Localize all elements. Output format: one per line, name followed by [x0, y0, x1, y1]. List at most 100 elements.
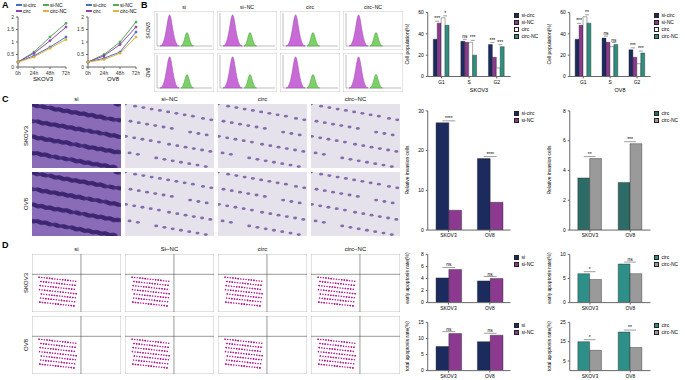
svg-text:*: * — [589, 267, 591, 272]
svg-text:0: 0 — [421, 74, 424, 79]
svg-text:2: 2 — [11, 14, 14, 20]
svg-text:5: 5 — [563, 276, 566, 281]
svg-text:ns: ns — [488, 272, 494, 277]
svg-text:0.5: 0.5 — [77, 51, 84, 57]
svg-text:0.5: 0.5 — [7, 51, 14, 57]
svg-text:SKOV3: SKOV3 — [440, 306, 457, 311]
svg-text:S: S — [608, 80, 612, 85]
svg-text:ns: ns — [603, 31, 609, 36]
svg-text:***: *** — [627, 137, 633, 142]
svg-text:**: ** — [585, 10, 589, 15]
svg-text:0: 0 — [421, 368, 424, 373]
svg-text:2: 2 — [421, 288, 424, 293]
svg-text:8: 8 — [421, 252, 424, 257]
svg-text:OV8: OV8 — [485, 234, 495, 239]
svg-text:40: 40 — [418, 32, 424, 37]
svg-text:2: 2 — [563, 198, 566, 203]
svg-text:ns: ns — [627, 257, 633, 262]
svg-text:Relative invasion cells: Relative invasion cells — [546, 145, 552, 195]
svg-text:OV8: OV8 — [485, 306, 495, 311]
svg-text:6: 6 — [421, 264, 424, 269]
svg-text:1.5: 1.5 — [77, 26, 84, 32]
svg-text:5: 5 — [563, 359, 566, 364]
svg-text:G1: G1 — [580, 80, 587, 85]
svg-text:4: 4 — [421, 276, 424, 281]
svg-text:48h: 48h — [46, 70, 55, 76]
svg-text:SKOV3: SKOV3 — [145, 22, 151, 39]
svg-text:ns: ns — [446, 327, 452, 332]
svg-text:24h: 24h — [100, 70, 109, 76]
svg-text:1.5: 1.5 — [7, 26, 14, 32]
svg-text:****: **** — [486, 152, 494, 157]
svg-text:0: 0 — [11, 64, 14, 70]
svg-text:24h: 24h — [30, 70, 39, 76]
svg-text:4: 4 — [563, 168, 566, 173]
svg-text:1: 1 — [11, 39, 14, 45]
svg-text:15: 15 — [560, 339, 566, 344]
svg-text:60: 60 — [418, 10, 424, 15]
svg-text:8: 8 — [563, 109, 566, 114]
svg-text:OV8: OV8 — [23, 338, 29, 351]
svg-text:OV8: OV8 — [625, 234, 635, 239]
svg-text:*: * — [444, 11, 446, 16]
svg-text:OV8: OV8 — [485, 374, 495, 379]
svg-text:***: *** — [434, 16, 440, 21]
svg-text:G2: G2 — [634, 80, 641, 85]
svg-text:***: *** — [470, 35, 476, 40]
svg-text:***: *** — [489, 38, 495, 43]
svg-text:OV8: OV8 — [625, 306, 635, 311]
svg-text:total apoptosis rate(%): total apoptosis rate(%) — [546, 321, 552, 371]
svg-text:0: 0 — [81, 64, 84, 70]
svg-text:48h: 48h — [116, 70, 125, 76]
svg-text:0: 0 — [421, 228, 424, 233]
svg-text:**: ** — [588, 152, 592, 157]
svg-text:ns: ns — [462, 34, 468, 39]
svg-text:SKOV3: SKOV3 — [23, 272, 29, 293]
svg-text:30: 30 — [418, 109, 424, 114]
svg-text:72h: 72h — [132, 70, 140, 76]
svg-text:ns: ns — [446, 262, 452, 267]
svg-text:0h: 0h — [15, 70, 21, 76]
svg-text:early apoptosis rate(%): early apoptosis rate(%) — [546, 252, 552, 304]
svg-text:***: *** — [576, 18, 582, 23]
svg-text:20: 20 — [560, 53, 566, 58]
svg-text:G1: G1 — [438, 80, 445, 85]
svg-text:SKOV3: SKOV3 — [23, 125, 29, 146]
svg-text:25: 25 — [560, 320, 566, 325]
svg-text:**: ** — [628, 325, 632, 330]
svg-text:SKOV3: SKOV3 — [440, 374, 457, 379]
svg-text:10: 10 — [418, 188, 424, 193]
svg-text:1: 1 — [81, 39, 84, 45]
svg-text:0h: 0h — [85, 70, 91, 76]
svg-text:early apoptosis rate(%): early apoptosis rate(%) — [404, 252, 410, 304]
svg-text:***: *** — [638, 46, 644, 51]
svg-text:SKOV3: SKOV3 — [582, 374, 599, 379]
svg-text:40: 40 — [560, 32, 566, 37]
svg-text:15: 15 — [418, 320, 424, 325]
svg-text:total apoptosis rate(%): total apoptosis rate(%) — [404, 321, 410, 371]
svg-text:20: 20 — [418, 148, 424, 153]
svg-text:Cell population(%): Cell population(%) — [546, 23, 552, 64]
svg-text:0: 0 — [421, 300, 424, 305]
svg-text:***: *** — [497, 40, 503, 45]
svg-text:0: 0 — [563, 228, 566, 233]
svg-text:10: 10 — [418, 336, 424, 341]
svg-text:OV8: OV8 — [23, 197, 29, 210]
svg-text:20: 20 — [418, 53, 424, 58]
svg-text:SKOV3: SKOV3 — [582, 306, 599, 311]
svg-text:2: 2 — [81, 14, 84, 20]
svg-text:0: 0 — [563, 74, 566, 79]
svg-text:SKOV3: SKOV3 — [582, 234, 599, 239]
svg-text:6: 6 — [563, 138, 566, 143]
svg-text:***: *** — [630, 43, 636, 48]
svg-text:OV8: OV8 — [145, 67, 151, 77]
svg-text:0: 0 — [563, 300, 566, 305]
svg-text:****: **** — [445, 116, 453, 121]
svg-text:Cell population(%): Cell population(%) — [404, 23, 410, 64]
svg-text:10: 10 — [560, 252, 566, 257]
svg-text:*: * — [589, 335, 591, 340]
svg-text:OV8: OV8 — [625, 374, 635, 379]
svg-text:S: S — [467, 80, 471, 85]
svg-text:60: 60 — [560, 10, 566, 15]
svg-text:ns: ns — [488, 328, 494, 333]
